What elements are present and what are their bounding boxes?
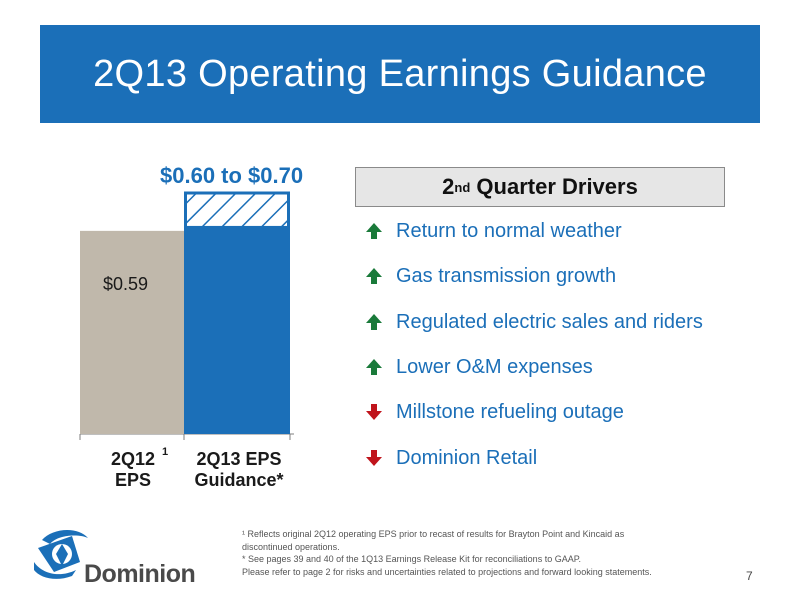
category-2q13-line1: 2Q13 EPS (196, 449, 282, 469)
bar-2q13-solid (184, 227, 290, 434)
arrow-up-icon (366, 314, 382, 330)
drivers-heading-suffix: Quarter Drivers (470, 174, 638, 199)
dominion-logo-icon (34, 529, 88, 579)
footnote-line: discontinued operations. (242, 541, 340, 552)
footnote-line: * See pages 39 and 40 of the 1Q13 Earnin… (242, 554, 582, 564)
category-2q12-line1: 2Q12 (110, 449, 156, 469)
driver-text: Lower O&M expenses (396, 355, 593, 378)
slide-title: 2Q13 Operating Earnings Guidance (93, 52, 707, 95)
footnote-ref-1: 1 (162, 446, 169, 458)
driver-item: Dominion Retail (364, 444, 537, 472)
driver-text: Gas transmission growth (396, 264, 617, 287)
eps-chart (70, 160, 320, 450)
arrow-down-icon (366, 404, 382, 420)
driver-text: Return to normal weather (396, 219, 622, 242)
category-2q13: 2Q13 EPS Guidance* (184, 449, 294, 491)
footnote-line: ¹ Reflects original 2Q12 operating EPS p… (242, 529, 625, 539)
eps-chart-svg (79, 191, 294, 440)
category-2q13-line2: Guidance* (194, 470, 284, 490)
logo-wordmark: Dominion (84, 560, 196, 588)
arrow-up-icon (366, 268, 382, 284)
footnote-line: Please refer to page 2 for risks and unc… (242, 566, 652, 577)
category-2q12-line2: EPS (114, 470, 152, 490)
drivers-heading-sup: nd (454, 179, 471, 195)
driver-item: Millstone refueling outage (364, 398, 624, 426)
bar-2q13-range-hatch (184, 191, 290, 229)
driver-text: Millstone refueling outage (396, 400, 624, 423)
driver-text: Regulated electric sales and riders (396, 310, 703, 333)
footnotes: ¹ Reflects original 2Q12 operating EPS p… (242, 528, 722, 578)
arrow-up-icon (366, 359, 382, 375)
driver-text: Dominion Retail (396, 446, 538, 469)
driver-item: Regulated electric sales and riders (364, 308, 703, 336)
page-number: 7 (746, 569, 753, 583)
driver-item: Lower O&M expenses (364, 353, 593, 381)
driver-item: Gas transmission growth (364, 262, 616, 290)
2q12-value-label: $0.59 (103, 274, 149, 294)
title-banner: 2Q13 Operating Earnings Guidance (40, 25, 760, 123)
driver-item: Return to normal weather (364, 217, 622, 245)
arrow-up-icon (366, 223, 382, 239)
arrow-down-icon (366, 450, 382, 466)
guidance-range-label: $0.60 to $0.70 (160, 163, 304, 188)
bar-2q12 (80, 230, 184, 434)
drivers-heading-prefix: 2 (442, 174, 455, 199)
category-2q12: 2Q12 EPS (88, 449, 178, 491)
